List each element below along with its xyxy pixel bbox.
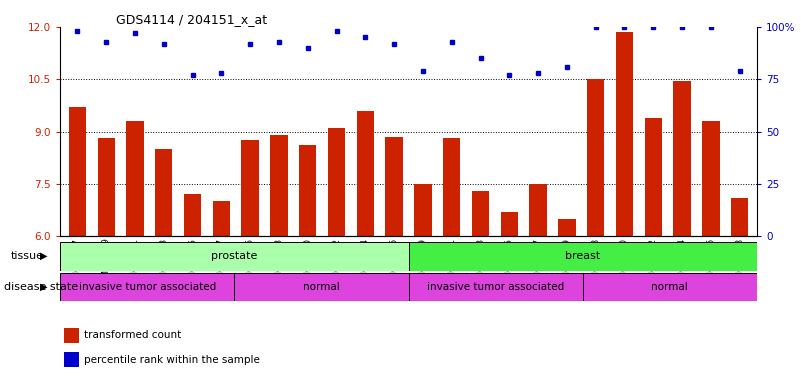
Bar	[582, 273, 757, 301]
Bar	[60, 273, 234, 301]
Text: invasive tumor associated: invasive tumor associated	[427, 282, 564, 292]
Text: disease state: disease state	[4, 282, 78, 292]
Bar	[60, 242, 409, 271]
Bar	[356, 111, 374, 236]
Bar	[234, 273, 409, 301]
Bar	[558, 219, 576, 236]
Bar	[385, 137, 403, 236]
Bar	[587, 79, 604, 236]
Bar	[299, 146, 316, 236]
Bar	[702, 121, 719, 236]
Bar	[63, 328, 78, 343]
Bar	[270, 135, 288, 236]
Text: transformed count: transformed count	[84, 330, 182, 340]
Text: GDS4114 / 204151_x_at: GDS4114 / 204151_x_at	[116, 13, 267, 26]
Text: ▶: ▶	[40, 251, 48, 261]
Text: prostate: prostate	[211, 251, 257, 262]
Bar	[409, 242, 757, 271]
Text: percentile rank within the sample: percentile rank within the sample	[84, 354, 260, 364]
Bar	[616, 32, 633, 236]
Bar	[674, 81, 690, 236]
Bar	[127, 121, 143, 236]
Text: ▶: ▶	[40, 282, 48, 292]
Bar	[731, 198, 748, 236]
Text: invasive tumor associated: invasive tumor associated	[78, 282, 215, 292]
Bar	[328, 128, 345, 236]
Bar	[501, 212, 518, 236]
Bar	[529, 184, 547, 236]
Bar	[184, 194, 201, 236]
Bar	[472, 191, 489, 236]
Text: breast: breast	[565, 251, 601, 262]
Bar	[155, 149, 172, 236]
Bar	[645, 118, 662, 236]
Bar	[409, 273, 582, 301]
Bar	[69, 107, 86, 236]
Text: normal: normal	[303, 282, 340, 292]
Bar	[414, 184, 432, 236]
Bar	[213, 201, 230, 236]
Bar	[443, 139, 461, 236]
Bar	[241, 140, 259, 236]
Text: tissue: tissue	[10, 251, 43, 261]
Bar	[63, 353, 78, 367]
Bar	[98, 139, 115, 236]
Text: normal: normal	[651, 282, 688, 292]
